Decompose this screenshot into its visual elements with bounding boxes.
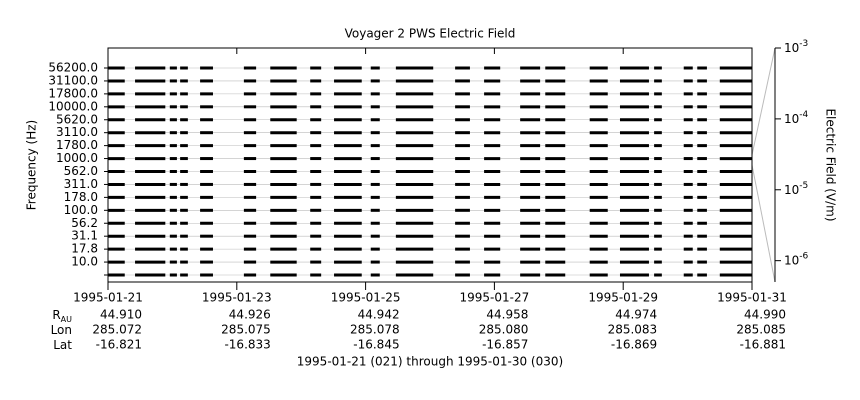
- y2-tick-exponent: -4: [799, 109, 808, 119]
- ephemeris-value: 44.958: [486, 308, 528, 322]
- ephemeris-value: 44.910: [100, 308, 142, 322]
- y-tick-label: 562.0: [64, 164, 98, 178]
- y-axis-label: Frequency (Hz): [25, 120, 39, 211]
- y-tick-label: 1000.0: [56, 151, 98, 165]
- y-tick-label: 10000.0: [48, 99, 98, 113]
- x-tick-label: 1995-01-27: [460, 291, 530, 305]
- chart-title: Voyager 2 PWS Electric Field: [345, 27, 516, 41]
- connector: [751, 47, 776, 156]
- x-tick-label: 1995-01-25: [331, 291, 401, 305]
- y2-tick-exponent: -6: [799, 251, 808, 261]
- ephemeris-name: Lon: [51, 323, 72, 337]
- y-tick-label: 17.8: [71, 242, 98, 256]
- ephemeris-value: -16.845: [353, 338, 399, 352]
- y2-axis-label: Electric Field (V/m): [824, 108, 838, 221]
- ephemeris-name: Lat: [53, 338, 72, 352]
- y-tick-label: 17800.0: [48, 86, 98, 100]
- y2-tick-base: 10: [784, 253, 799, 267]
- y2-tick-exponent: -5: [799, 180, 808, 190]
- y2-tick-exponent: -3: [799, 39, 808, 49]
- y-tick-label: 10.0: [71, 255, 98, 269]
- ephemeris-label: RAU: [52, 308, 72, 324]
- ephemeris-value: -16.833: [224, 338, 270, 352]
- y-tick-label: 5620.0: [56, 112, 98, 126]
- ephemeris-value: 44.990: [744, 308, 786, 322]
- ephemeris-value: -16.869: [611, 338, 657, 352]
- ephemeris-label: Lat: [53, 338, 72, 352]
- y-tick-label: 31.1: [71, 229, 98, 243]
- ephemeris-name: R: [52, 308, 60, 322]
- plot-frame: [107, 47, 753, 283]
- ephemeris-value: 44.974: [615, 308, 657, 322]
- connector: [751, 164, 776, 283]
- y-tick-label: 178.0: [64, 190, 98, 204]
- ephemeris-sub: AU: [61, 315, 72, 324]
- ephemeris-value: 285.072: [92, 323, 142, 337]
- x-tick-label: 1995-01-31: [717, 291, 787, 305]
- y2-tick-label: 10-5: [784, 180, 808, 196]
- ephemeris-label: Lon: [51, 323, 72, 337]
- y-tick-label: 3110.0: [56, 125, 98, 139]
- y2-tick-base: 10: [784, 111, 799, 125]
- ephemeris-value: -16.821: [96, 338, 142, 352]
- y-tick-label: 31100.0: [48, 73, 98, 87]
- y2-tick-label: 10-4: [784, 109, 809, 125]
- y-tick-label: 56.2: [71, 216, 98, 230]
- ephemeris-value: 285.085: [736, 323, 786, 337]
- ephemeris-value: 285.083: [608, 323, 658, 337]
- x-tick-label: 1995-01-29: [588, 291, 658, 305]
- ephemeris-value: 44.942: [358, 308, 400, 322]
- ephemeris-value: 285.080: [479, 323, 529, 337]
- ephemeris-value: 285.075: [221, 323, 271, 337]
- y2-tick-base: 10: [784, 41, 799, 55]
- y-tick-label: 1780.0: [56, 138, 98, 152]
- y2-tick-label: 10-6: [784, 251, 809, 267]
- x-tick-label: 1995-01-23: [202, 291, 272, 305]
- ephemeris-value: -16.857: [482, 338, 528, 352]
- y-tick-label: 311.0: [64, 177, 98, 191]
- ephemeris-value: 285.078: [350, 323, 400, 337]
- y-tick-label: 56200.0: [48, 61, 98, 75]
- y2-tick-base: 10: [784, 182, 799, 196]
- ephemeris-value: 44.926: [229, 308, 271, 322]
- ephemeris-value: -16.881: [740, 338, 786, 352]
- footer: 1995-01-21 (021) through 1995-01-30 (030…: [297, 355, 563, 369]
- x-tick-label: 1995-01-21: [73, 291, 143, 305]
- y-tick-label: 100.0: [64, 203, 98, 217]
- y2-tick-label: 10-3: [784, 39, 808, 55]
